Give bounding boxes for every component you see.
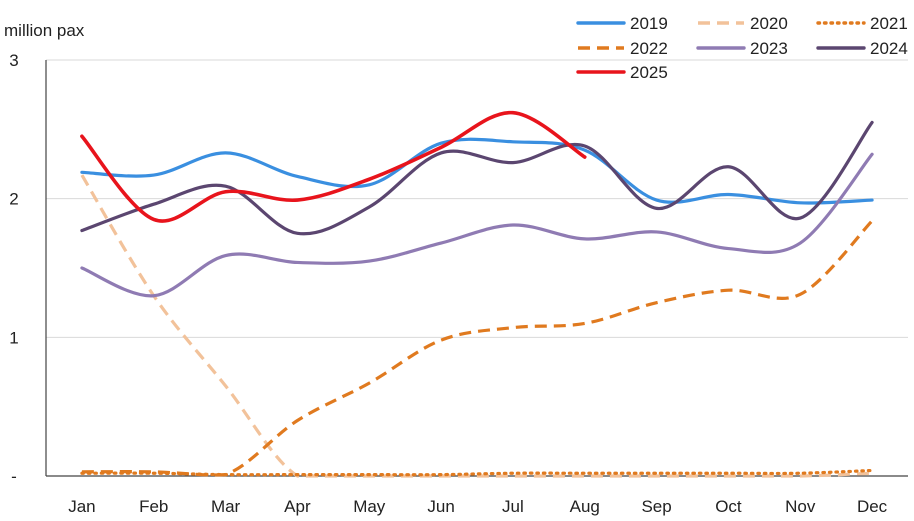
series-line-2024 xyxy=(80,120,874,236)
series-line-2019 xyxy=(80,137,874,205)
legend-item-2023: 2023 xyxy=(696,39,788,58)
y-tick-label: 1 xyxy=(9,328,18,347)
legend-item-2022: 2022 xyxy=(578,39,668,58)
y-tick-label: - xyxy=(11,467,17,486)
legend-item-2025: 2025 xyxy=(576,63,668,82)
x-tick-label: Dec xyxy=(857,497,888,516)
series-line-2020 xyxy=(80,174,873,478)
y-tick-label: 2 xyxy=(9,190,18,209)
x-tick-label: Aug xyxy=(570,497,600,516)
series-line-2022 xyxy=(81,219,874,477)
legend-label: 2020 xyxy=(750,14,788,33)
x-tick-label: Apr xyxy=(284,497,311,516)
x-tick-label: Jan xyxy=(68,497,95,516)
legend-label: 2022 xyxy=(630,39,668,58)
series-lines xyxy=(80,110,874,478)
legend-item-2020: 2020 xyxy=(698,14,788,33)
series-line-2025 xyxy=(80,110,587,223)
grid xyxy=(46,59,908,338)
x-tick-label: Jul xyxy=(502,497,524,516)
x-tick-label: Sep xyxy=(641,497,671,516)
legend-item-2021: 2021 xyxy=(816,14,908,33)
legend-item-2024: 2024 xyxy=(816,39,908,58)
x-tick-label: May xyxy=(353,497,386,516)
legend-item-2019: 2019 xyxy=(576,14,668,33)
x-tick-label: Mar xyxy=(211,497,241,516)
x-tick-label: Feb xyxy=(139,497,168,516)
axes: - 1 2 3 Jan Feb Mar Apr May Jun Jul Aug Sep Oct Nov Dec xyxy=(9,51,908,516)
legend: 2019 2020 2021 2022 2023 2024 2025 xyxy=(576,14,908,82)
x-tick-label: Jun xyxy=(427,497,454,516)
legend-label: 2023 xyxy=(750,39,788,58)
legend-label: 2021 xyxy=(870,14,908,33)
series-line-2023 xyxy=(80,152,874,298)
legend-label: 2025 xyxy=(630,63,668,82)
x-tick-label: Oct xyxy=(715,497,742,516)
x-tick-label: Nov xyxy=(785,497,816,516)
legend-label: 2019 xyxy=(630,14,668,33)
y-axis-label: million pax xyxy=(4,21,85,40)
legend-label: 2024 xyxy=(870,39,908,58)
y-tick-label: 3 xyxy=(9,51,18,70)
